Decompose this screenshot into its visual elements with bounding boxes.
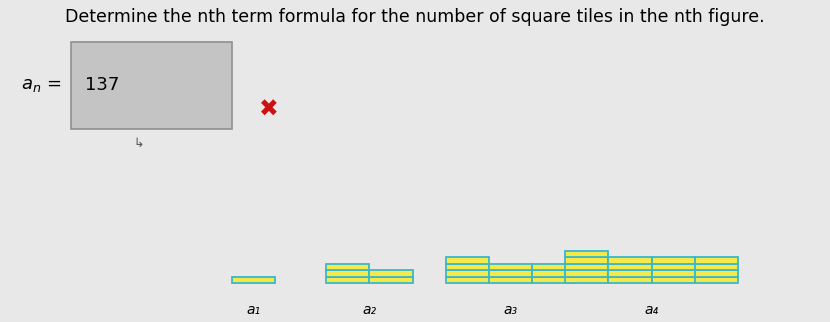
Bar <box>489 270 532 277</box>
Text: $a_n$ =: $a_n$ = <box>21 76 63 94</box>
Bar <box>489 264 532 270</box>
Bar <box>369 270 413 277</box>
Bar <box>446 264 489 270</box>
Bar <box>608 277 652 283</box>
Bar <box>652 257 695 264</box>
Bar <box>369 277 413 283</box>
Bar <box>565 270 608 277</box>
Bar <box>326 270 369 277</box>
Bar <box>446 257 489 264</box>
Bar <box>652 270 695 277</box>
Text: a₃: a₃ <box>503 303 518 317</box>
Bar <box>608 270 652 277</box>
Bar <box>532 270 575 277</box>
Bar <box>695 257 738 264</box>
Bar <box>232 277 275 283</box>
Bar <box>532 277 575 283</box>
Text: a₁: a₁ <box>246 303 261 317</box>
Bar <box>695 277 738 283</box>
Bar <box>652 264 695 270</box>
Bar <box>446 277 489 283</box>
Bar <box>446 270 489 277</box>
Bar <box>532 264 575 270</box>
Bar <box>565 264 608 270</box>
Text: ↳: ↳ <box>134 137 144 150</box>
Bar <box>695 270 738 277</box>
Bar <box>608 264 652 270</box>
Bar <box>326 277 369 283</box>
Text: Determine the nth term formula for the number of square tiles in the nth figure.: Determine the nth term formula for the n… <box>66 8 764 26</box>
Bar <box>565 251 608 257</box>
Bar <box>326 264 369 270</box>
Bar <box>489 277 532 283</box>
Text: a₄: a₄ <box>644 303 659 317</box>
Text: ✖: ✖ <box>259 98 279 121</box>
Bar <box>695 264 738 270</box>
Bar <box>565 257 608 264</box>
Text: 137: 137 <box>85 76 120 94</box>
Bar <box>652 277 695 283</box>
Bar <box>565 277 608 283</box>
Bar <box>71 42 232 129</box>
Text: a₂: a₂ <box>362 303 377 317</box>
Bar <box>608 257 652 264</box>
